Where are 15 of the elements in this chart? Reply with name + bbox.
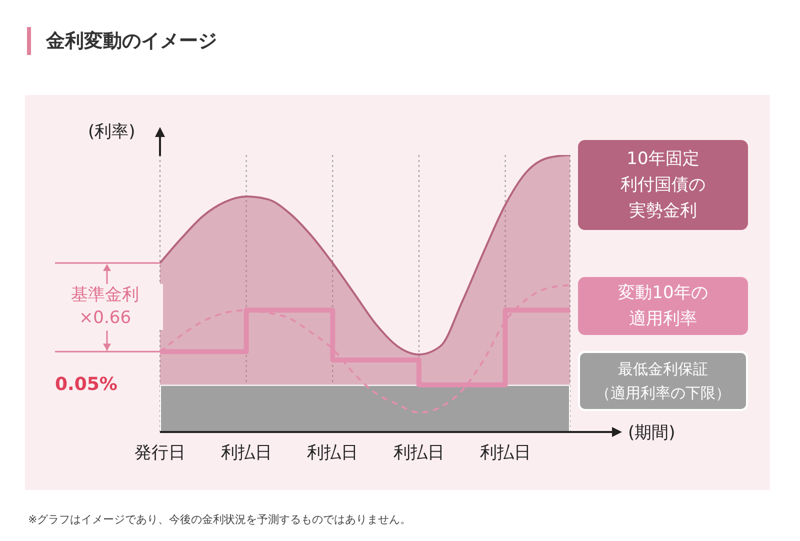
text: 0.05% bbox=[55, 374, 118, 395]
x-tick-label: 発行日 bbox=[134, 443, 186, 464]
band-label: 最低金利保証（適用利率の下限） bbox=[596, 358, 730, 404]
text: ※グラフはイメージであり、今後の金利状況を予測するものではありません。 bbox=[28, 512, 412, 527]
chart-title: 金利変動のイメージ bbox=[46, 29, 217, 54]
annotation: 基準金利 ×0.66 bbox=[47, 284, 163, 330]
x-tick-label: 利払日 bbox=[393, 443, 444, 464]
x-tick-label: 利払日 bbox=[480, 443, 531, 464]
x-tick-label: 利払日 bbox=[220, 443, 272, 464]
x-tick-label: 利払日 bbox=[307, 443, 358, 464]
callout-box: 10年固定利付国債の実勢金利 bbox=[578, 140, 748, 230]
y-axis-title: (利率) bbox=[88, 121, 136, 143]
callout-box: 変動10年の適用利率 bbox=[578, 277, 748, 336]
callout-box: 最低金利保証（適用利率の下限） bbox=[578, 350, 748, 411]
x-axis-title: (期間) bbox=[628, 422, 676, 444]
